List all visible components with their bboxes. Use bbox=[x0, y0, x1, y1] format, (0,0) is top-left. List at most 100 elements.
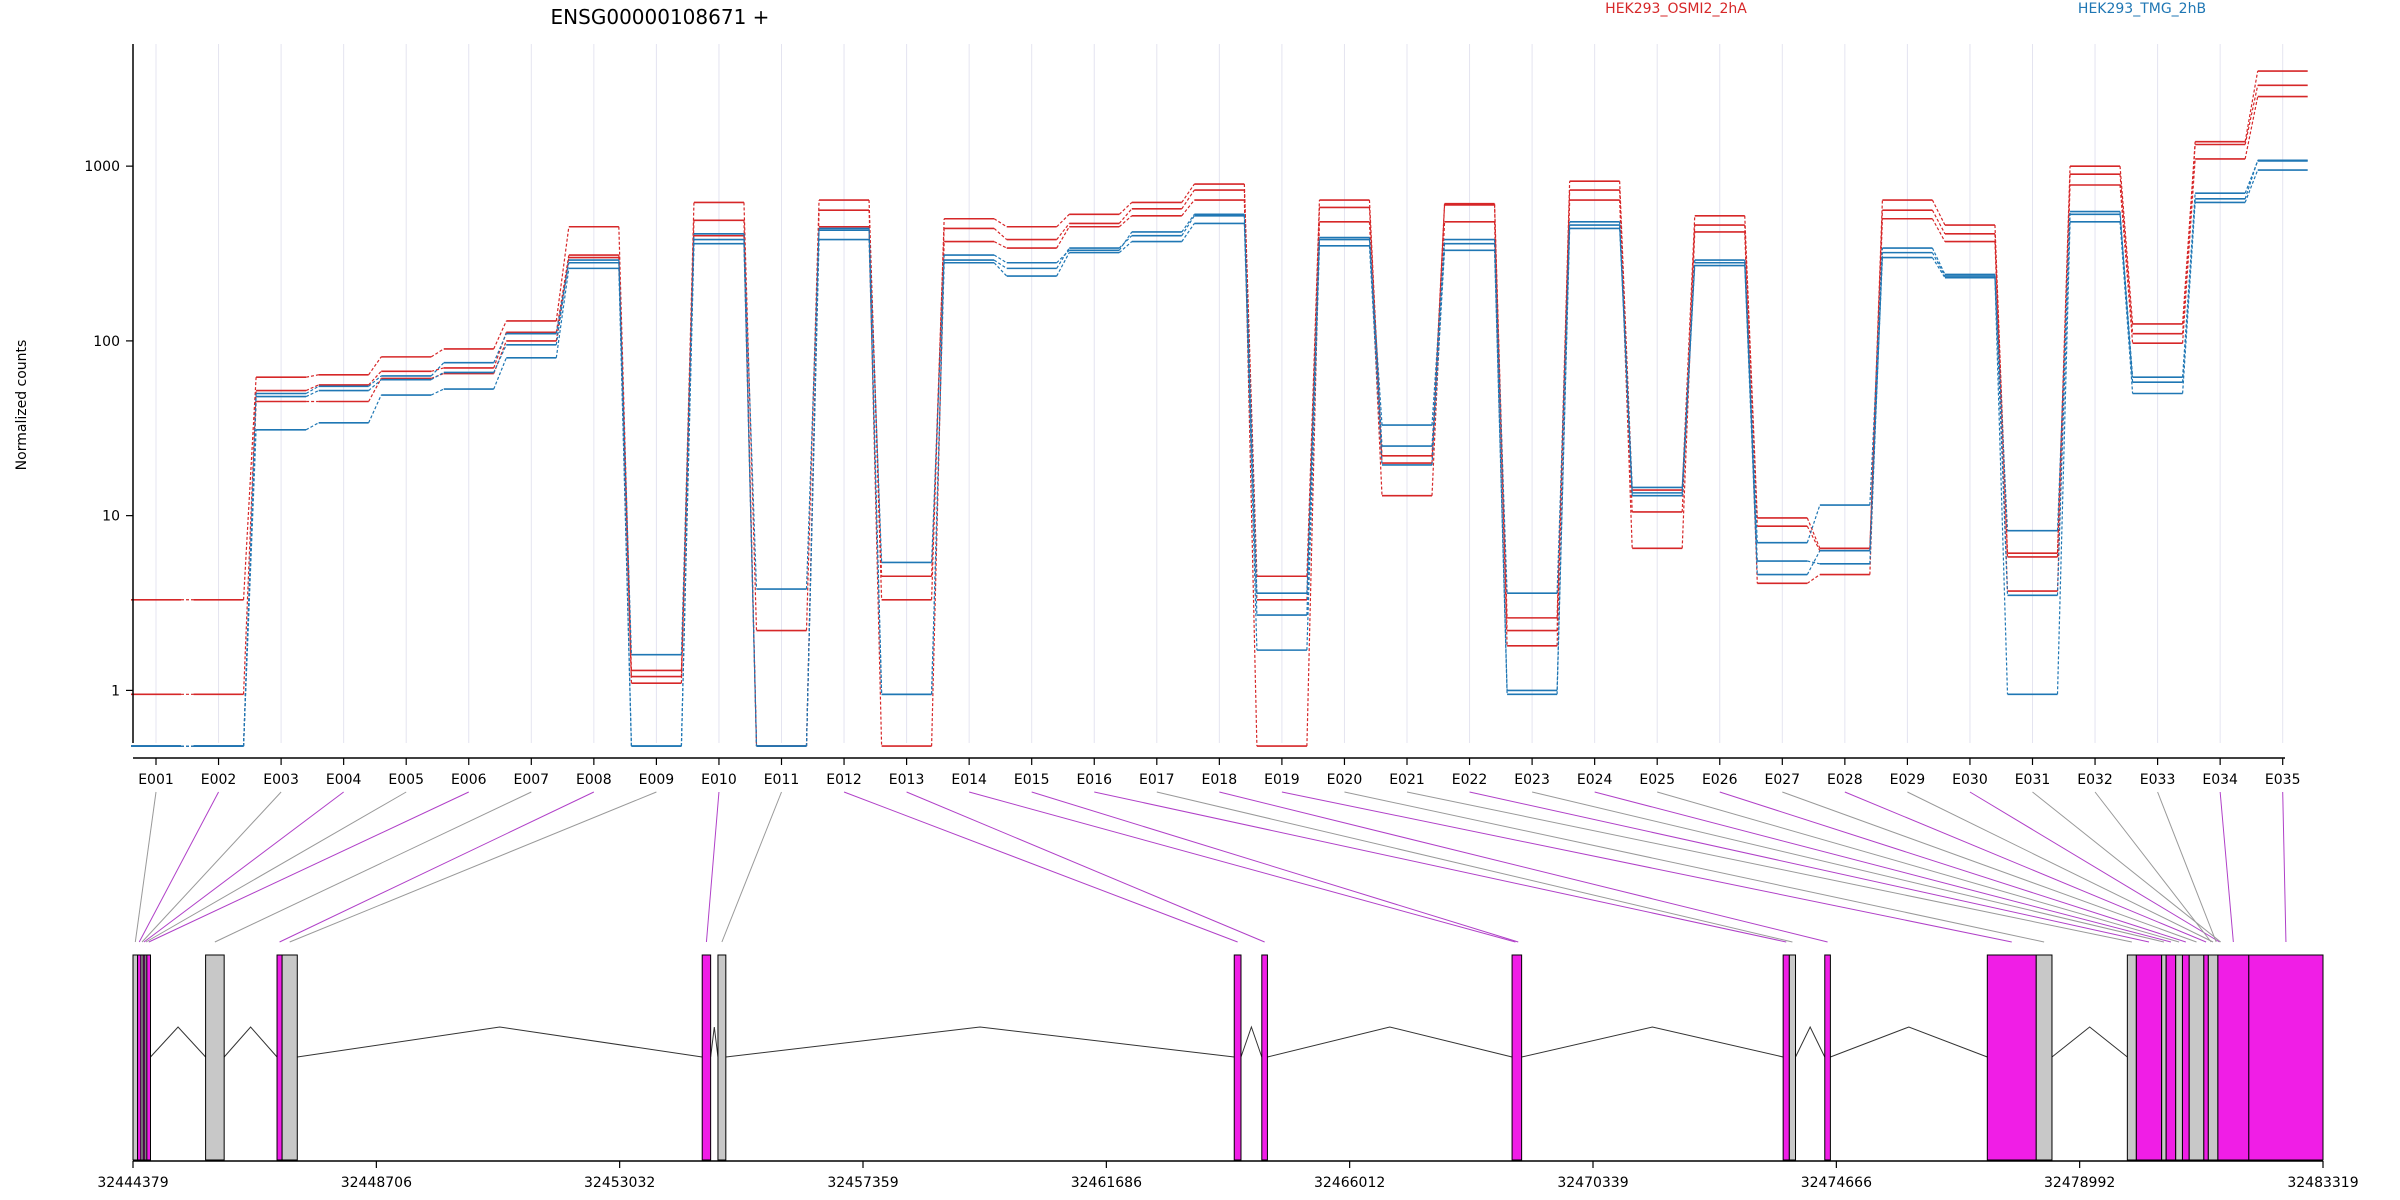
x-ticks: E001 E002 E003 E004 E005 E006 E007 E008 E009 E010… bbox=[138, 758, 2300, 788]
series-connector bbox=[2244, 160, 2259, 200]
series-connector bbox=[1681, 265, 1696, 496]
series-connector bbox=[305, 389, 319, 398]
gene-tick-label: 32466012 bbox=[1314, 1175, 1385, 1191]
exon bbox=[2207, 954, 2219, 1161]
exon-link bbox=[148, 791, 469, 943]
exon-link bbox=[969, 791, 1516, 943]
series-connector bbox=[2182, 202, 2196, 394]
exon bbox=[2035, 954, 2053, 1161]
series-connector bbox=[993, 254, 1008, 264]
series-connector bbox=[993, 259, 1008, 269]
exon-highlighted bbox=[1511, 954, 1523, 1161]
x-tick-label: E022 bbox=[1452, 772, 1488, 788]
series-connector bbox=[1431, 250, 1446, 465]
series-connector bbox=[1306, 199, 1321, 577]
series-connector bbox=[1681, 262, 1696, 493]
series-connector bbox=[680, 233, 695, 655]
exon-link bbox=[279, 791, 595, 943]
series-connector bbox=[1556, 228, 1571, 695]
series-connector bbox=[305, 385, 319, 395]
series-connector bbox=[1744, 265, 1758, 575]
x-tick-label: E016 bbox=[1076, 772, 1112, 788]
series-connector bbox=[430, 362, 445, 377]
series-connector bbox=[493, 344, 507, 373]
series-connector bbox=[1056, 213, 1070, 228]
exon-link bbox=[2282, 791, 2287, 943]
series-connector bbox=[431, 367, 444, 372]
x-tick-label: E032 bbox=[2077, 772, 2113, 788]
series-connector bbox=[242, 390, 257, 695]
series-connector bbox=[1118, 241, 1133, 254]
exon bbox=[205, 954, 225, 1161]
series-connector bbox=[1181, 189, 1195, 210]
series-connector bbox=[1806, 574, 1821, 584]
y-tick-label: 1 bbox=[111, 683, 120, 699]
x-tick-label: E011 bbox=[764, 772, 800, 788]
exon-highlighted bbox=[701, 954, 712, 1161]
series-connector bbox=[2182, 144, 2196, 334]
exon-link bbox=[1031, 791, 1519, 943]
intron-line bbox=[725, 1026, 1235, 1058]
x-tick-label: E019 bbox=[1264, 772, 1300, 788]
series-connector bbox=[305, 374, 319, 378]
series-connector bbox=[2182, 158, 2196, 344]
gene-tick-label: 32470339 bbox=[1557, 1175, 1628, 1191]
x-tick-label: E031 bbox=[2015, 772, 2051, 788]
series-connector bbox=[1056, 252, 1070, 277]
exon-link bbox=[1344, 791, 2045, 943]
exon-link bbox=[1531, 791, 2165, 943]
exon-link bbox=[143, 791, 344, 943]
exon-highlighted bbox=[276, 954, 283, 1161]
series-connector bbox=[368, 394, 382, 424]
series-connector bbox=[743, 243, 758, 747]
series-connector bbox=[1368, 239, 1383, 447]
series-connector bbox=[868, 239, 883, 695]
exon-link bbox=[1281, 791, 2012, 943]
exon-highlighted bbox=[2203, 954, 2209, 1161]
series-connector bbox=[1306, 239, 1321, 616]
series-connector bbox=[1368, 237, 1383, 426]
series-connector bbox=[368, 370, 382, 386]
x-tick-label: E018 bbox=[1202, 772, 1238, 788]
x-tick-label: E024 bbox=[1577, 772, 1613, 788]
exon bbox=[281, 954, 298, 1161]
series-connector bbox=[1931, 247, 1946, 275]
intron-line bbox=[223, 1026, 278, 1058]
exon-link bbox=[1469, 791, 2150, 943]
series-connector bbox=[1994, 276, 2009, 596]
series-connector bbox=[1806, 504, 1821, 543]
series-connector bbox=[430, 348, 445, 358]
series-connector bbox=[805, 228, 820, 590]
gene-tick-label: 32457359 bbox=[827, 1175, 898, 1191]
series-connector bbox=[805, 199, 820, 631]
gene-tick-label: 32474666 bbox=[1801, 1175, 1872, 1191]
exon-link bbox=[705, 791, 720, 943]
series-connector bbox=[1431, 204, 1446, 464]
series-connector bbox=[1806, 525, 1821, 551]
series-connector bbox=[1181, 183, 1195, 203]
series-connector bbox=[1181, 199, 1195, 217]
x-tick-label: E008 bbox=[576, 772, 612, 788]
series-connector bbox=[618, 268, 632, 747]
series-connector bbox=[1056, 247, 1070, 269]
series-connector bbox=[1431, 239, 1446, 426]
series-connector bbox=[2119, 214, 2134, 383]
series-connector bbox=[931, 262, 945, 695]
series-connector bbox=[1306, 207, 1321, 600]
exon-link bbox=[1907, 791, 2214, 943]
expression-series bbox=[131, 70, 2308, 747]
exon-highlighted bbox=[1986, 954, 2037, 1161]
y-ticks: 1 10 100 1000 bbox=[84, 159, 133, 699]
x-tick-label: E020 bbox=[1327, 772, 1363, 788]
gene-model bbox=[132, 954, 2324, 1161]
series-connector bbox=[1181, 213, 1195, 233]
series-connector bbox=[305, 422, 319, 431]
x-tick-label: E006 bbox=[451, 772, 487, 788]
exon-link bbox=[141, 791, 282, 943]
series-connector bbox=[1806, 517, 1821, 549]
series-connector bbox=[2119, 166, 2134, 325]
exon-link bbox=[1219, 791, 1828, 943]
exon-link bbox=[2032, 791, 2222, 943]
intron-line bbox=[297, 1026, 703, 1058]
